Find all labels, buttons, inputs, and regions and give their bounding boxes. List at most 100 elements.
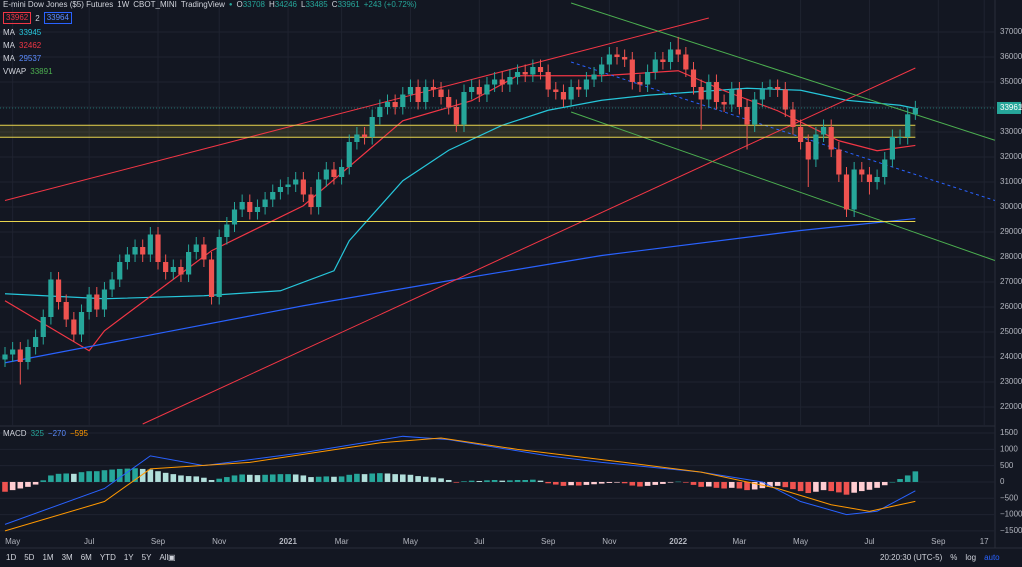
range-button[interactable]: YTD [99, 553, 116, 562]
histogram-bar [721, 481, 727, 489]
histogram-bar [453, 481, 460, 483]
histogram-bar [86, 471, 92, 482]
candle-body [514, 72, 521, 77]
y-tick-label: 500 [1000, 461, 1014, 470]
histogram-bar [568, 481, 574, 486]
ma-name: MA [3, 41, 15, 50]
histogram-bar [262, 474, 268, 482]
candle-body [645, 72, 651, 85]
histogram-bar [430, 477, 437, 482]
histogram-bar [170, 474, 177, 482]
exchange: CBOT_MINI [133, 0, 177, 9]
histogram-bar [637, 481, 643, 487]
histogram-bar [706, 481, 712, 487]
candle-body [545, 72, 551, 90]
log-button[interactable]: log [965, 553, 977, 562]
range-button[interactable]: 3M [61, 553, 73, 562]
range-button[interactable]: All [159, 553, 169, 562]
histogram-bar [392, 474, 398, 482]
histogram-bar [32, 481, 39, 485]
histogram-bar [660, 481, 666, 484]
candle-body [186, 252, 192, 275]
candle-body [201, 244, 207, 260]
histogram-bar [912, 471, 919, 482]
change: +243 (+0.72%) [363, 0, 417, 9]
x-tick-label: Mar [335, 537, 349, 546]
candle-body [675, 49, 681, 55]
range-button[interactable]: 6M [80, 553, 92, 562]
high-value: 34246 [274, 0, 297, 9]
candle-body [553, 89, 559, 92]
candle-body [224, 224, 230, 237]
candle-body [262, 199, 268, 207]
candle-body [782, 89, 788, 110]
calendar-icon[interactable]: ▣ [168, 553, 176, 562]
ohlc: L33485 [301, 0, 328, 9]
range-button[interactable]: 1Y [123, 553, 134, 562]
y-tick-label: 1000 [1000, 444, 1018, 453]
histogram-bar [790, 481, 796, 490]
percent-button[interactable]: % [950, 553, 958, 562]
candle-body [423, 87, 429, 102]
histogram-bar [185, 476, 192, 482]
candle-body [866, 174, 873, 182]
candle-body [400, 94, 406, 107]
candle-body [17, 349, 23, 362]
pair-left: 33962 [3, 12, 32, 24]
histogram-bar [254, 475, 261, 482]
x-tick-label: Jul [864, 537, 874, 546]
candle-body [384, 102, 391, 107]
histogram-bar [147, 469, 154, 482]
candle-body [560, 92, 567, 100]
x-tick-label: Mar [733, 537, 747, 546]
histogram-bar [476, 480, 483, 482]
ma-value: 32462 [19, 41, 42, 50]
y-tick-label: 1500 [1000, 428, 1018, 437]
range-button[interactable]: 5D [24, 553, 35, 562]
candle-body [293, 179, 299, 185]
histogram-bar [354, 473, 360, 482]
trend-line [570, 61, 995, 201]
candle-body [820, 127, 827, 135]
candle-body [492, 79, 498, 85]
close-letter: C [331, 0, 338, 9]
histogram-bar [139, 468, 146, 482]
histogram-bar [461, 481, 467, 482]
candle-body [316, 179, 322, 207]
candle-body [140, 247, 146, 255]
candle-body [178, 267, 184, 275]
histogram-bar [904, 475, 911, 482]
range-button[interactable]: 1M [42, 553, 54, 562]
auto-button[interactable]: auto [984, 553, 1000, 562]
pair-right: 33964 [43, 12, 72, 24]
candle-body [132, 247, 138, 255]
vwap-name: VWAP [3, 67, 27, 76]
histogram-bar [40, 480, 47, 482]
y-tick-label: 37000 [1000, 27, 1022, 36]
histogram-bar [78, 472, 85, 482]
candle-body [124, 254, 130, 262]
candle-body [798, 127, 804, 142]
histogram-bar [101, 470, 108, 482]
histogram-bar [484, 480, 490, 482]
candle-body [667, 49, 674, 62]
range-button[interactable]: 1D [6, 553, 17, 562]
ma-row: MA 29537 [3, 54, 41, 63]
x-tick-label: May [403, 537, 418, 546]
candle-body [78, 312, 85, 335]
candle-body [484, 84, 490, 95]
range-button[interactable]: 5Y [141, 553, 152, 562]
x-tick-label: 2022 [669, 537, 687, 546]
candle-body [736, 89, 742, 107]
candle-body [354, 134, 360, 142]
candle-body [277, 187, 283, 192]
macd-line [4, 435, 916, 525]
candle-body [239, 202, 245, 210]
histogram-bar [514, 480, 521, 482]
candle-body [652, 59, 658, 72]
histogram-bar [63, 473, 69, 482]
candle-body [2, 354, 8, 360]
histogram-bar [843, 481, 850, 495]
candle-body [231, 209, 238, 225]
histogram-bar [415, 476, 421, 482]
